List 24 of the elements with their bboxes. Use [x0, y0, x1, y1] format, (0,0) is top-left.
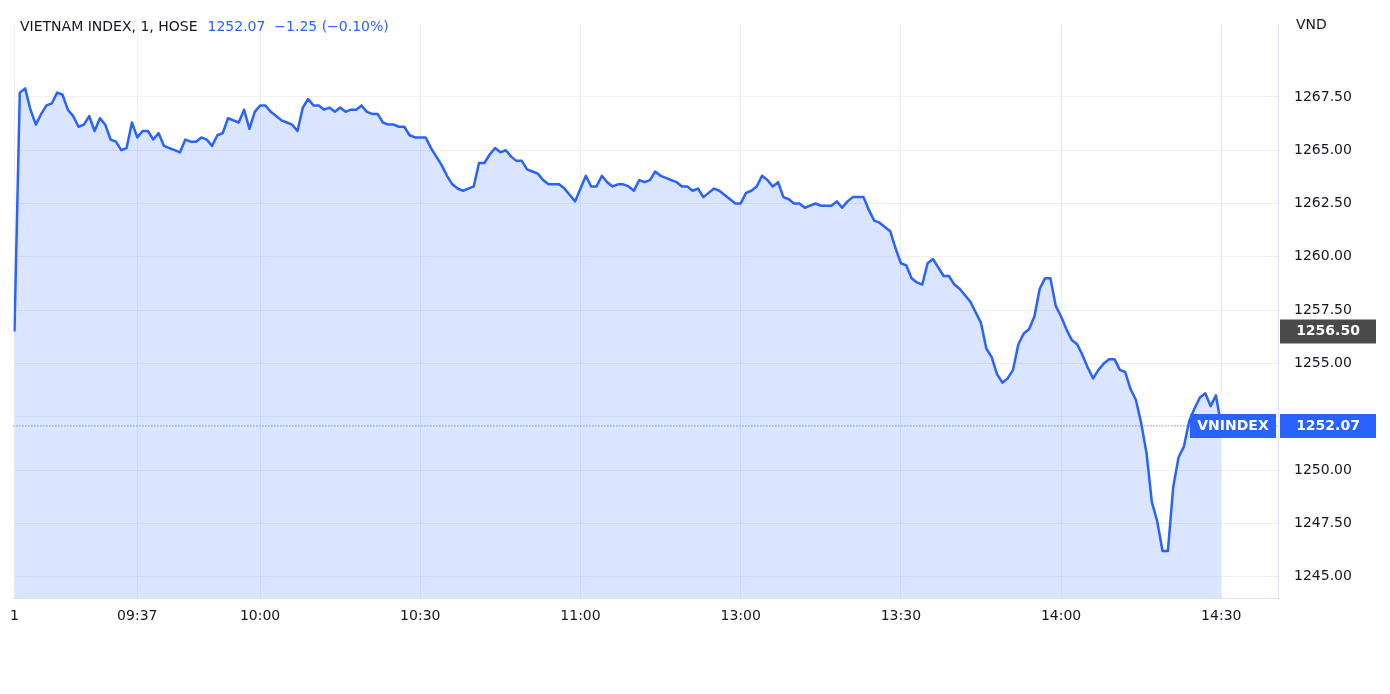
- text: 1252.07: [1296, 416, 1360, 433]
- x-tick-label: 09:37: [117, 607, 158, 624]
- x-tick-label: 14:00: [1040, 607, 1082, 624]
- y-tick-label: 1247.50: [1294, 514, 1352, 531]
- x-tick-label: 11:00: [560, 607, 601, 624]
- y-tick-label: 1245.00: [1294, 567, 1352, 584]
- chart-subtitle: 1252.07 −1.25 (−0.10%): [207, 18, 389, 34]
- y-tick-label: 1267.50: [1294, 87, 1352, 104]
- y-tick-label: 1265.00: [1294, 140, 1352, 157]
- ref-line-label: VNINDEX: [1197, 416, 1269, 433]
- chart-title: VIETNAM INDEX, 1, HOSE: [20, 18, 198, 34]
- x-tick-label: 13:30: [880, 607, 922, 624]
- y-axis-title: VND: [1296, 16, 1327, 32]
- y-tick-label: 1257.50: [1294, 300, 1352, 317]
- x-tick-label: 1: [10, 607, 19, 624]
- x-tick-label: 10:30: [400, 607, 441, 624]
- y-tick-label: 1260.00: [1294, 247, 1352, 264]
- text: 1256.50: [1296, 322, 1361, 339]
- x-tick-label: 10:00: [239, 607, 281, 624]
- x-tick-label: 14:30: [1201, 607, 1242, 624]
- x-tick-label: 13:00: [720, 607, 761, 624]
- y-tick-label: 1262.50: [1294, 194, 1352, 211]
- y-tick-label: 1250.00: [1294, 460, 1352, 477]
- y-tick-label: 1255.00: [1294, 354, 1352, 371]
